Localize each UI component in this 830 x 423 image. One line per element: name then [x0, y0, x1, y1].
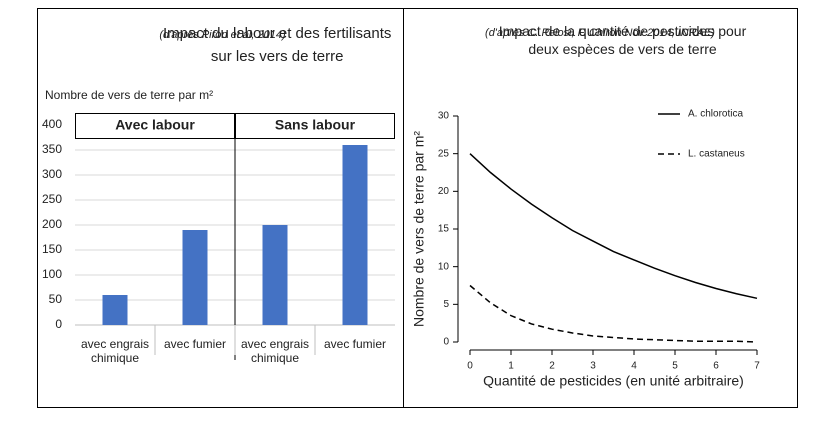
x-tick-label: avec fumier	[323, 337, 387, 351]
x-tick-label: 7	[754, 361, 760, 372]
group-header-box	[235, 113, 395, 139]
x-tick-label: 2	[549, 361, 555, 372]
chart-source: (d'après C. Pelosi, F. Chiron Nov 2014, …	[485, 27, 715, 39]
x-axis-title: Quantité de pesticides (en unité arbitra…	[483, 373, 744, 389]
bar	[262, 225, 288, 325]
x-tick-label: 1	[508, 361, 514, 372]
group-header: Sans labour	[275, 117, 356, 133]
series-line	[469, 153, 758, 300]
y-tick-label: 20	[438, 186, 450, 197]
x-tick-label: avec fumier	[163, 337, 227, 351]
y-tick-label: 5	[443, 299, 449, 310]
frame	[37, 8, 798, 408]
group-header: Avec labour	[115, 117, 195, 133]
y-tick-label: 15	[438, 224, 450, 235]
y-axis-title: Nombre de vers de terre par m²	[45, 88, 214, 102]
y-tick-label: 25	[438, 148, 450, 159]
y-tick-label: 30	[438, 111, 450, 122]
chart-title-block: Impact du labour et des fertilisants sur…	[50, 22, 395, 65]
y-tick-label: 0	[55, 317, 62, 331]
y-axis-title: Nombre de vers de terre par m²	[411, 131, 427, 327]
x-tick-label: 0	[467, 361, 473, 372]
x-tick-label: 3	[590, 361, 596, 372]
x-tick-label: 6	[713, 361, 719, 372]
y-tick-label: 300	[42, 167, 62, 181]
legend-label: A. chlorotica	[688, 109, 743, 120]
y-tick-label: 200	[42, 217, 62, 231]
y-tick-label: 350	[42, 142, 62, 156]
y-tick-label: 50	[49, 292, 63, 306]
bar	[182, 230, 208, 325]
chart-title-block: Impact de la quantité de pesticides pour…	[440, 22, 760, 57]
y-tick-label: 100	[42, 267, 62, 281]
x-tick-label: avec engrais chimique	[80, 337, 150, 365]
group-header-box	[75, 113, 235, 139]
x-tick-label: 4	[631, 361, 637, 372]
y-tick-label: 250	[42, 192, 62, 206]
x-tick-label: 5	[672, 361, 678, 372]
chart-source: (d'après Piron et al, 2014)	[159, 29, 286, 41]
bar	[102, 295, 128, 325]
series-line	[469, 284, 758, 343]
y-tick-label: 10	[438, 261, 450, 272]
x-tick-label: avec engrais chimique	[240, 337, 310, 365]
y-tick-label: 0	[443, 337, 449, 348]
chart-title: Impact de la quantité de pesticides pour…	[498, 23, 747, 57]
y-tick-label: 400	[42, 117, 62, 131]
legend-label: L. castaneus	[688, 149, 745, 160]
chart-title: Impact du labour et des fertilisants sur…	[162, 25, 392, 65]
y-tick-label: 150	[42, 242, 62, 256]
bar	[342, 145, 368, 325]
